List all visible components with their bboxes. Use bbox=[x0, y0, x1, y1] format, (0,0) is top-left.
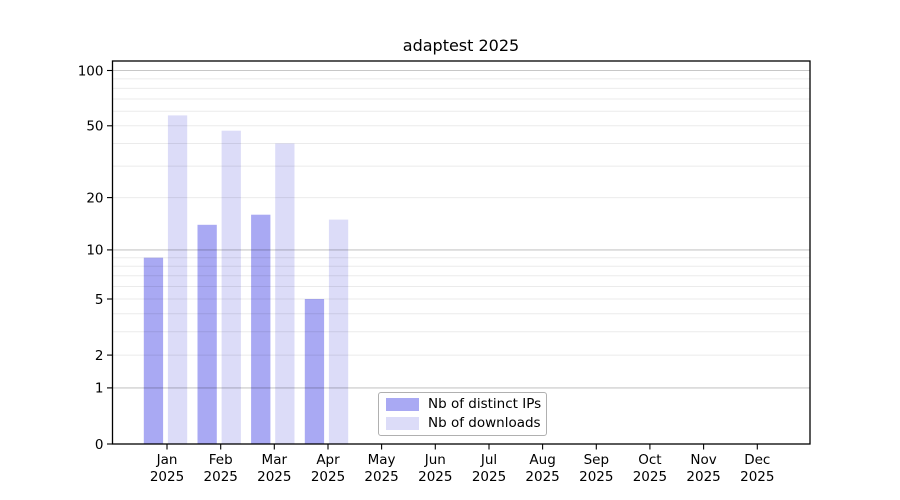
x-tick-label-year: 2025 bbox=[364, 469, 398, 485]
y-tick-label: 100 bbox=[78, 63, 104, 79]
legend-label-downloads: Nb of downloads bbox=[428, 415, 541, 431]
x-tick-label-month: Oct bbox=[638, 452, 661, 468]
x-tick-label-month: May bbox=[368, 452, 396, 468]
x-tick-label-month: Jun bbox=[424, 452, 446, 468]
bar-distinct-ips bbox=[143, 257, 164, 444]
legend-label-distinct-ips: Nb of distinct IPs bbox=[428, 396, 542, 412]
legend-swatch-downloads bbox=[386, 417, 419, 430]
x-tick-label-month: Sep bbox=[584, 452, 609, 468]
x-tick-label-month: Nov bbox=[690, 452, 716, 468]
x-tick-label-month: Feb bbox=[209, 452, 233, 468]
x-tick-label-month: Aug bbox=[529, 452, 555, 468]
y-tick-label: 20 bbox=[86, 190, 103, 206]
y-tick-label: 5 bbox=[95, 292, 104, 308]
bar-downloads bbox=[221, 130, 241, 444]
bar-downloads bbox=[328, 219, 349, 444]
y-tick-label: 1 bbox=[95, 381, 104, 397]
bar-distinct-ips bbox=[251, 214, 271, 444]
x-tick-label-year: 2025 bbox=[472, 469, 506, 485]
x-tick-label-month: Mar bbox=[262, 452, 288, 468]
legend-swatch-distinct-ips bbox=[386, 398, 419, 411]
x-tick-label-year: 2025 bbox=[150, 469, 184, 485]
plot-border bbox=[111, 60, 811, 445]
y-tick-label: 10 bbox=[86, 243, 103, 259]
y-tick-label: 0 bbox=[95, 437, 104, 453]
x-tick-label-month: Jul bbox=[480, 452, 497, 468]
x-tick-label-year: 2025 bbox=[204, 469, 238, 485]
x-tick-label-month: Dec bbox=[744, 452, 770, 468]
x-tick-label-year: 2025 bbox=[418, 469, 452, 485]
legend: Nb of distinct IPs Nb of downloads bbox=[378, 392, 547, 436]
bar-distinct-ips bbox=[304, 299, 325, 444]
chart-title: adaptest 2025 bbox=[402, 36, 520, 55]
x-tick-label-year: 2025 bbox=[257, 469, 291, 485]
x-tick-label-year: 2025 bbox=[311, 469, 345, 485]
x-tick-label-year: 2025 bbox=[525, 469, 559, 485]
legend-item-downloads: Nb of downloads bbox=[386, 414, 541, 433]
x-tick-label-month: Apr bbox=[316, 452, 340, 468]
x-tick-label-year: 2025 bbox=[686, 469, 720, 485]
x-tick-label-month: Jan bbox=[156, 452, 178, 468]
x-tick-label-year: 2025 bbox=[579, 469, 613, 485]
bar-downloads bbox=[275, 143, 295, 444]
y-tick-label: 2 bbox=[95, 348, 104, 364]
x-tick-label-year: 2025 bbox=[740, 469, 774, 485]
legend-item-distinct-ips: Nb of distinct IPs bbox=[386, 395, 542, 414]
y-tick-label: 50 bbox=[86, 119, 103, 135]
bar-downloads bbox=[167, 115, 188, 445]
x-tick-label-year: 2025 bbox=[633, 469, 667, 485]
bar-distinct-ips bbox=[197, 224, 217, 444]
